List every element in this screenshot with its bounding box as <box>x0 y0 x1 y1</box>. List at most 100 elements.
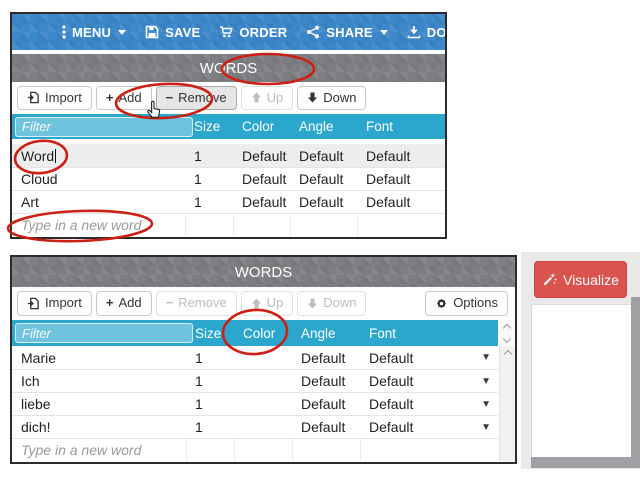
divider <box>12 50 445 54</box>
move-up-button[interactable]: Up <box>240 85 294 111</box>
font-cell[interactable]: Default <box>366 194 411 210</box>
font-cell[interactable]: Default <box>369 373 414 389</box>
download-button[interactable]: DOWNLOAD <box>407 25 445 40</box>
share-label: SHARE <box>326 24 373 40</box>
color-cell[interactable]: Default <box>242 194 287 210</box>
visualize-label: Visualize <box>563 271 619 288</box>
download-icon <box>407 26 421 39</box>
move-down-button[interactable]: Down <box>297 85 367 111</box>
gear-icon <box>437 299 447 308</box>
menu-button[interactable]: MENU <box>62 25 127 40</box>
divider <box>12 139 445 144</box>
column-header-color[interactable]: Color <box>243 325 276 341</box>
new-word-row[interactable] <box>12 438 498 461</box>
new-word-input[interactable] <box>21 217 171 233</box>
color-cell[interactable]: Default <box>242 171 287 187</box>
size-cell[interactable]: 1 <box>195 419 203 435</box>
font-cell[interactable]: Default <box>369 396 414 412</box>
share-icon <box>307 25 320 39</box>
chevron-down-icon <box>379 29 388 35</box>
angle-cell[interactable]: Default <box>299 171 344 187</box>
dropdown-arrow-icon[interactable]: ▼ <box>481 375 491 387</box>
column-header-font[interactable]: Font <box>369 325 397 341</box>
panel-title-bar: WORDS <box>12 54 445 82</box>
new-word-row[interactable] <box>12 213 445 236</box>
new-word-input[interactable] <box>21 442 171 458</box>
add-button[interactable]: + Add <box>95 85 152 111</box>
angle-cell[interactable]: Default <box>299 194 344 210</box>
column-header-font[interactable]: Font <box>366 119 394 134</box>
angle-cell[interactable]: Default <box>301 349 346 366</box>
import-button[interactable]: Import <box>17 291 92 316</box>
preview-panel <box>531 304 633 459</box>
size-cell[interactable]: 1 <box>194 194 202 210</box>
font-cell[interactable]: Default <box>369 419 414 435</box>
table-row[interactable]: Art 1 Default Default Default <box>12 190 445 213</box>
size-cell[interactable]: 1 <box>195 396 203 412</box>
options-button[interactable]: Options <box>425 291 508 316</box>
font-cell[interactable]: Default <box>369 349 414 366</box>
angle-cell[interactable]: Default <box>301 396 346 412</box>
color-cell[interactable]: Default <box>242 148 287 164</box>
table-row[interactable]: Marie 1 Default Default ▼ <box>12 346 498 369</box>
font-cell[interactable]: Default <box>366 148 411 164</box>
word-cell[interactable]: Marie <box>21 349 57 366</box>
cart-icon <box>220 26 234 38</box>
order-button[interactable]: ORDER <box>219 25 287 40</box>
dropdown-arrow-icon[interactable]: ▼ <box>481 398 491 410</box>
move-up-button[interactable]: Up <box>240 291 294 316</box>
word-cell[interactable]: Cloud <box>21 171 58 187</box>
share-button[interactable]: SHARE <box>306 25 388 40</box>
column-header-color[interactable]: Color <box>242 119 275 134</box>
table-row[interactable]: Word 1 Default Default Default <box>12 144 445 167</box>
plus-icon: + <box>105 89 114 105</box>
table-header: Size Color Angle Font <box>12 320 498 346</box>
column-header-size[interactable]: Size <box>195 325 222 341</box>
visualize-button[interactable]: Visualize <box>534 261 627 298</box>
add-button[interactable]: + Add <box>95 291 152 316</box>
dropdown-arrow-icon[interactable]: ▼ <box>481 421 491 433</box>
size-cell[interactable]: 1 <box>194 171 202 187</box>
import-button[interactable]: Import <box>17 85 92 111</box>
dropdown-arrow-icon[interactable]: ▼ <box>481 352 491 363</box>
word-cell[interactable]: Art <box>21 194 39 210</box>
options-label: Options <box>453 295 498 311</box>
scrollbar[interactable] <box>499 346 515 461</box>
page-background <box>631 297 640 468</box>
import-label: Import <box>45 89 82 105</box>
column-header-angle[interactable]: Angle <box>301 325 336 341</box>
word-cell[interactable]: liebe <box>21 396 51 412</box>
panel-title: WORDS <box>199 59 258 77</box>
word-cell[interactable]: Ich <box>21 373 40 389</box>
panel-title-bar: WORDS <box>12 257 515 287</box>
word-cell[interactable]: dich! <box>21 419 51 435</box>
down-label: Down <box>323 295 357 311</box>
download-label: DOWNLOAD <box>426 24 445 40</box>
minus-icon: − <box>165 295 174 311</box>
angle-cell[interactable]: Default <box>299 148 344 164</box>
angle-cell[interactable]: Default <box>301 373 346 389</box>
save-button[interactable]: SAVE <box>145 25 200 40</box>
chevron-down-icon <box>118 29 127 35</box>
angle-cell[interactable]: Default <box>301 419 346 435</box>
size-cell[interactable]: 1 <box>195 349 203 366</box>
filter-input[interactable] <box>15 116 193 137</box>
order-label: ORDER <box>239 24 288 40</box>
header-spin-control[interactable] <box>498 320 515 346</box>
column-header-size[interactable]: Size <box>194 119 221 134</box>
table-row[interactable]: dich! 1 Default Default ▼ <box>12 415 498 438</box>
remove-button[interactable]: − Remove <box>155 291 237 316</box>
table-row[interactable]: Ich 1 Default Default ▼ <box>12 369 498 392</box>
column-header-angle[interactable]: Angle <box>299 119 334 134</box>
remove-button[interactable]: − Remove <box>155 85 237 111</box>
table-row[interactable]: Cloud 1 Default Default Default <box>12 167 445 190</box>
size-cell[interactable]: 1 <box>195 373 203 389</box>
filter-input[interactable] <box>15 323 193 343</box>
move-down-button[interactable]: Down <box>297 291 367 316</box>
font-cell[interactable]: Default <box>366 171 411 187</box>
import-icon <box>27 92 39 104</box>
size-cell[interactable]: 1 <box>194 148 202 164</box>
table-row[interactable]: liebe 1 Default Default ▼ <box>12 392 498 415</box>
page-background <box>531 457 640 468</box>
